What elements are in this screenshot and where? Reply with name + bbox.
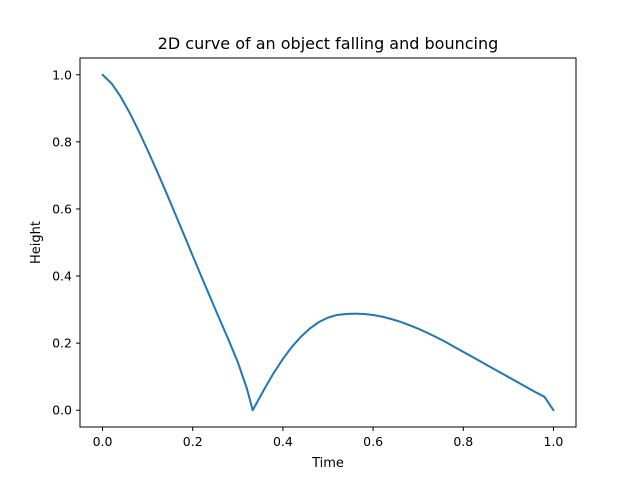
x-tick-label: 0.0 [93, 434, 113, 449]
x-tick-label: 0.8 [453, 434, 473, 449]
series-line [101, 73, 555, 412]
y-tick-label: 0.8 [52, 134, 72, 149]
x-tick-label: 0.2 [183, 434, 203, 449]
chart-title: 2D curve of an object falling and bounci… [158, 34, 499, 53]
y-tick-label: 0.4 [52, 269, 72, 284]
y-tick-label: 0.2 [52, 336, 72, 351]
y-tick-label: 0.0 [52, 403, 72, 418]
x-tick-label: 0.6 [363, 434, 383, 449]
x-tick-label: 1.0 [544, 434, 564, 449]
x-axis-label: Time [311, 456, 344, 471]
y-tick-label: 0.6 [52, 201, 72, 216]
plot-area-frame [79, 57, 577, 428]
x-tick-label: 0.4 [273, 434, 293, 449]
series-layer [101, 73, 555, 412]
x-axis: 0.0 0.2 0.4 0.6 0.8 1.0 [93, 427, 564, 449]
y-tick-label: 1.0 [52, 67, 72, 82]
y-axis-label: Height [29, 221, 44, 264]
y-axis: 0.0 0.2 0.4 0.6 0.8 1.0 [52, 67, 80, 418]
